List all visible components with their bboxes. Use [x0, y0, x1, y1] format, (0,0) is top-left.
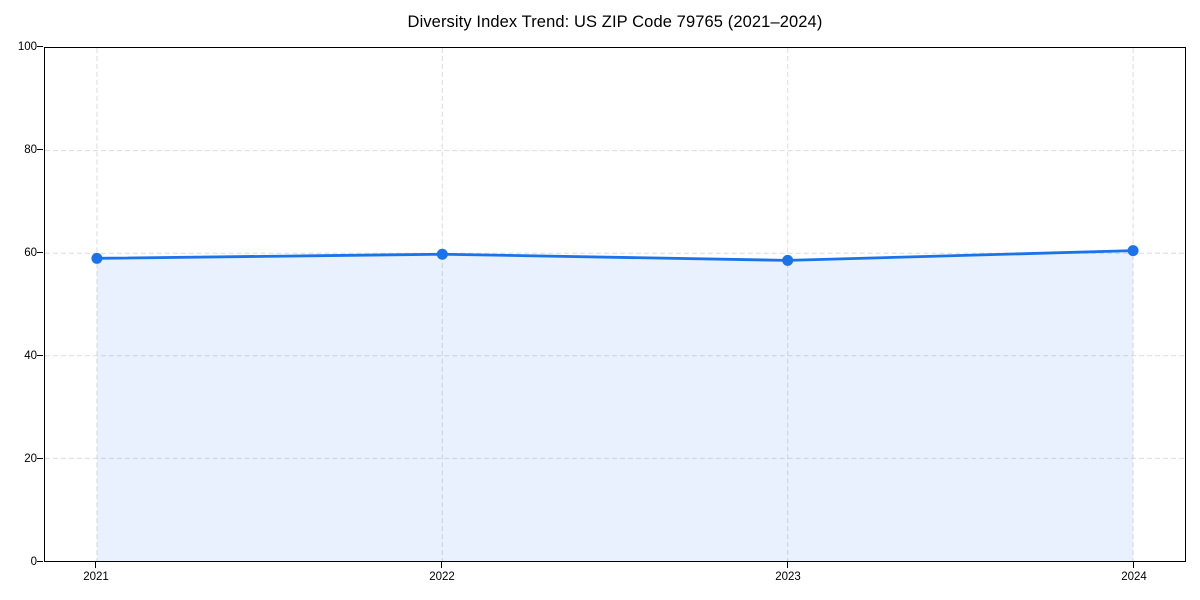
plot-area — [44, 47, 1186, 562]
x-axis-tick-label: 2021 — [83, 571, 109, 583]
y-axis-tick-label: 40 — [24, 350, 37, 362]
y-axis-tick-label: 0 — [30, 556, 37, 568]
x-tick-mark — [1133, 562, 1135, 568]
chart-title: Diversity Index Trend: US ZIP Code 79765… — [407, 13, 823, 31]
x-tick-mark — [95, 562, 97, 568]
y-tick-mark — [37, 252, 43, 254]
data-point-marker — [782, 254, 794, 266]
x-axis-tick-label: 2022 — [429, 571, 455, 583]
y-axis-tick-label: 20 — [24, 453, 37, 465]
x-tick-mark — [441, 562, 443, 568]
data-point-marker — [91, 252, 103, 264]
line-series — [95, 249, 1135, 262]
plot-canvas — [45, 48, 1185, 561]
y-tick-mark — [37, 561, 43, 563]
y-tick-mark — [37, 46, 43, 48]
y-tick-mark — [37, 355, 43, 357]
y-axis-tick-label: 60 — [24, 247, 37, 259]
x-axis-tick-label: 2023 — [775, 571, 801, 583]
x-tick-mark — [787, 562, 789, 568]
y-axis-tick-label: 100 — [17, 41, 37, 53]
y-axis-tick-label: 80 — [24, 144, 37, 156]
data-point-marker — [1127, 245, 1139, 257]
y-tick-mark — [37, 458, 43, 460]
data-point-marker — [436, 248, 448, 260]
x-axis-tick-label: 2024 — [1121, 571, 1147, 583]
area-fill — [96, 250, 1134, 561]
y-tick-mark — [37, 149, 43, 151]
